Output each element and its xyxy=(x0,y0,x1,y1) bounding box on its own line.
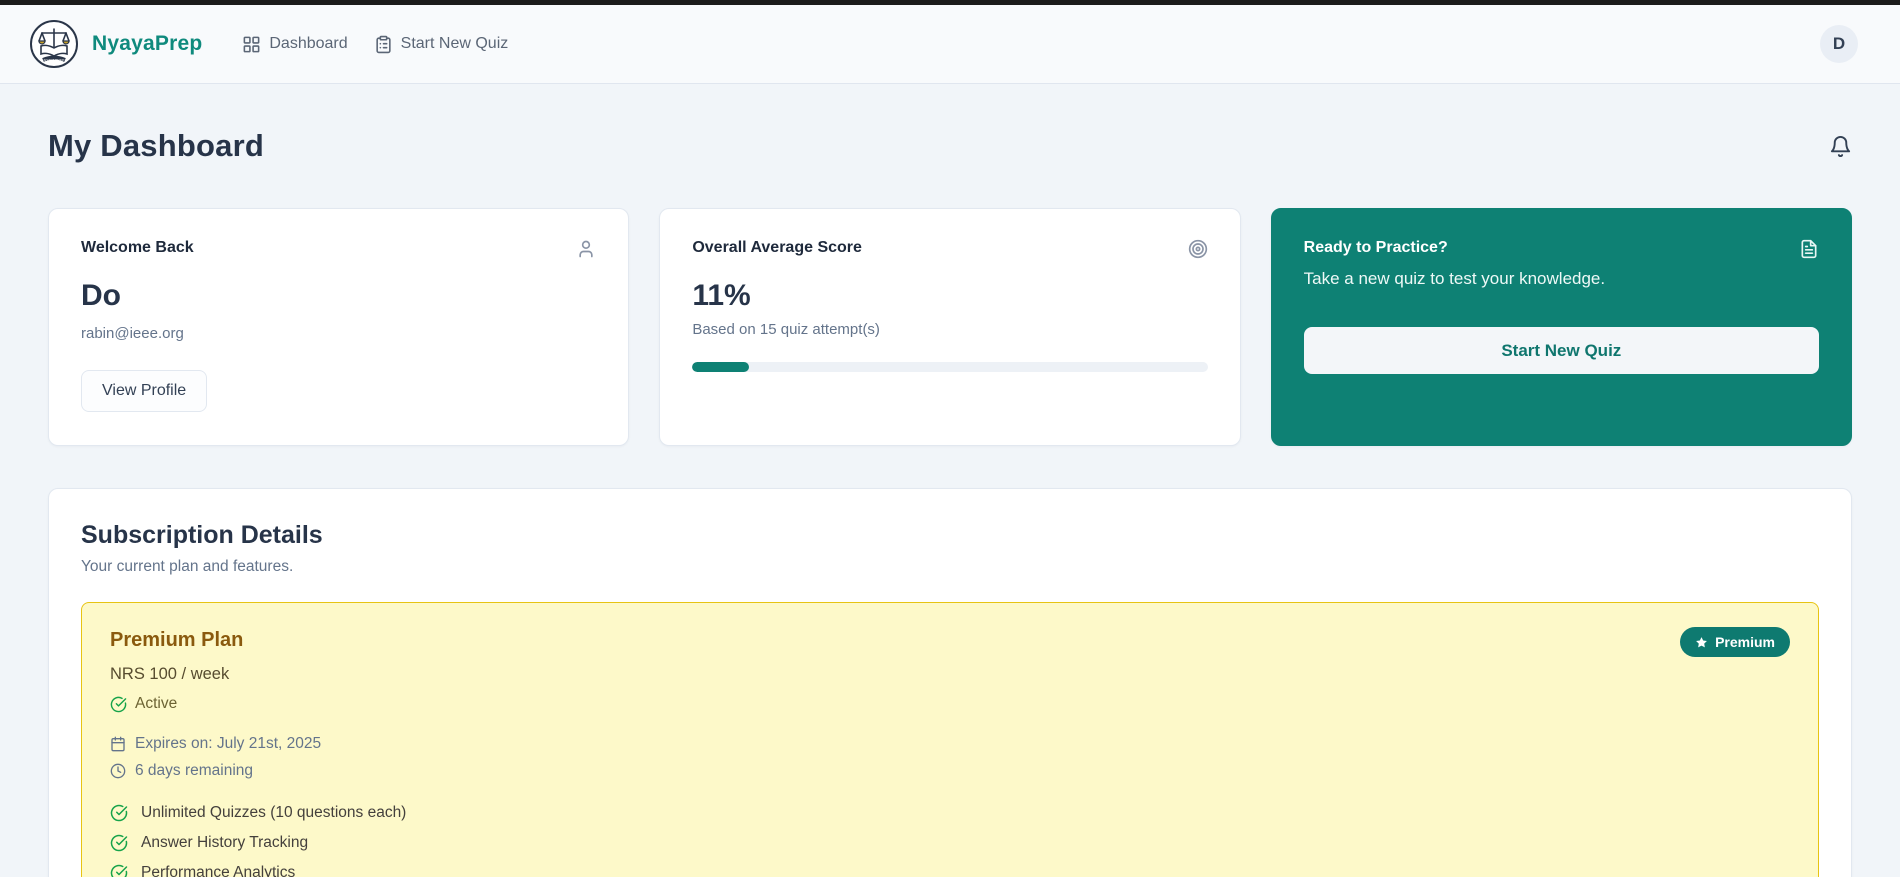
check-circle-icon xyxy=(110,804,128,822)
bell-icon xyxy=(1830,135,1851,157)
user-icon xyxy=(579,240,593,258)
nav-item-dashboard[interactable]: Dashboard xyxy=(242,35,348,54)
plan-days-remaining: 6 days remaining xyxy=(110,762,1790,780)
view-profile-button[interactable]: View Profile xyxy=(81,370,208,412)
check-circle-icon xyxy=(110,864,128,877)
nyayaprep-logo[interactable]: NYAYA PREP xyxy=(30,20,78,68)
subscription-subtitle: Your current plan and features. xyxy=(81,558,294,575)
plan-status: Active xyxy=(110,695,1790,713)
svg-text:NYAYA PREP: NYAYA PREP xyxy=(44,59,65,63)
star-icon xyxy=(1696,636,1707,647)
plan-name: Premium Plan xyxy=(110,629,244,651)
check-circle-icon xyxy=(110,696,127,712)
score-caption: Based on 15 quiz attempt(s) xyxy=(692,321,880,338)
app-header: NYAYA PREP NyayaPrep Dashboard Start New… xyxy=(0,5,1900,84)
score-progress-fill xyxy=(692,362,749,372)
notifications-button[interactable] xyxy=(1829,135,1852,158)
layout-grid-icon xyxy=(243,36,260,52)
welcome-card: Welcome Back Do rabin@ieee.org View Prof… xyxy=(48,208,630,446)
plan-expiry: Expires on: July 21st, 2025 xyxy=(110,735,1790,753)
welcome-card-label: Welcome Back xyxy=(81,239,194,256)
page-title: My Dashboard xyxy=(48,128,264,163)
brand-name[interactable]: NyayaPrep xyxy=(92,32,203,55)
plan-feature-label: Performance Analytics xyxy=(141,864,296,877)
score-value: 11% xyxy=(692,279,751,312)
clipboard-list-icon xyxy=(376,35,391,53)
user-email: rabin@ieee.org xyxy=(81,325,184,342)
window-top-strip xyxy=(0,0,1900,5)
plan-feature-list: Unlimited Quizzes (10 questions each) An… xyxy=(110,804,1790,877)
clock-icon xyxy=(110,763,126,779)
premium-plan-card: Premium Premium Plan NRS 100 / week Acti… xyxy=(81,602,1819,877)
plan-expiry-label: Expires on: July 21st, 2025 xyxy=(135,735,322,752)
score-card-label: Overall Average Score xyxy=(692,239,862,256)
subscription-title: Subscription Details xyxy=(81,521,323,549)
practice-card-description: Take a new quiz to test your knowledge. xyxy=(1303,269,1606,288)
ready-to-practice-card: Ready to Practice? Take a new quiz to te… xyxy=(1270,208,1852,446)
check-circle-icon xyxy=(110,834,128,852)
average-score-card: Overall Average Score 11% Based on 15 qu… xyxy=(659,208,1241,446)
practice-card-label: Ready to Practice? xyxy=(1303,239,1448,256)
nav-item-label: Start New Quiz xyxy=(400,35,509,52)
main-nav: Dashboard Start New Quiz xyxy=(242,35,508,54)
plan-feature: Performance Analytics xyxy=(110,864,1790,877)
target-icon xyxy=(1188,239,1207,259)
file-text-icon xyxy=(1801,239,1817,259)
dashboard-page: My Dashboard Welcome Back Do rabin@ieee.… xyxy=(0,84,1900,877)
nav-item-start-new-quiz[interactable]: Start New Quiz xyxy=(374,35,509,54)
plan-price: NRS 100 / week xyxy=(110,665,230,683)
subscription-details-card: Subscription Details Your current plan a… xyxy=(48,488,1852,877)
premium-badge: Premium xyxy=(1680,627,1790,657)
premium-badge-label: Premium xyxy=(1715,634,1775,650)
user-avatar[interactable]: D xyxy=(1820,25,1858,63)
user-name: Do xyxy=(81,279,121,312)
plan-feature: Unlimited Quizzes (10 questions each) xyxy=(110,804,1790,822)
score-progress-track xyxy=(692,362,1208,372)
plan-feature-label: Answer History Tracking xyxy=(141,834,309,851)
plan-days-remaining-label: 6 days remaining xyxy=(135,762,254,779)
start-new-quiz-button[interactable]: Start New Quiz xyxy=(1303,327,1819,374)
calendar-icon xyxy=(111,736,125,752)
plan-feature: Answer History Tracking xyxy=(110,834,1790,852)
plan-status-label: Active xyxy=(135,695,178,712)
plan-feature-label: Unlimited Quizzes (10 questions each) xyxy=(141,804,407,821)
nav-item-label: Dashboard xyxy=(269,35,348,52)
